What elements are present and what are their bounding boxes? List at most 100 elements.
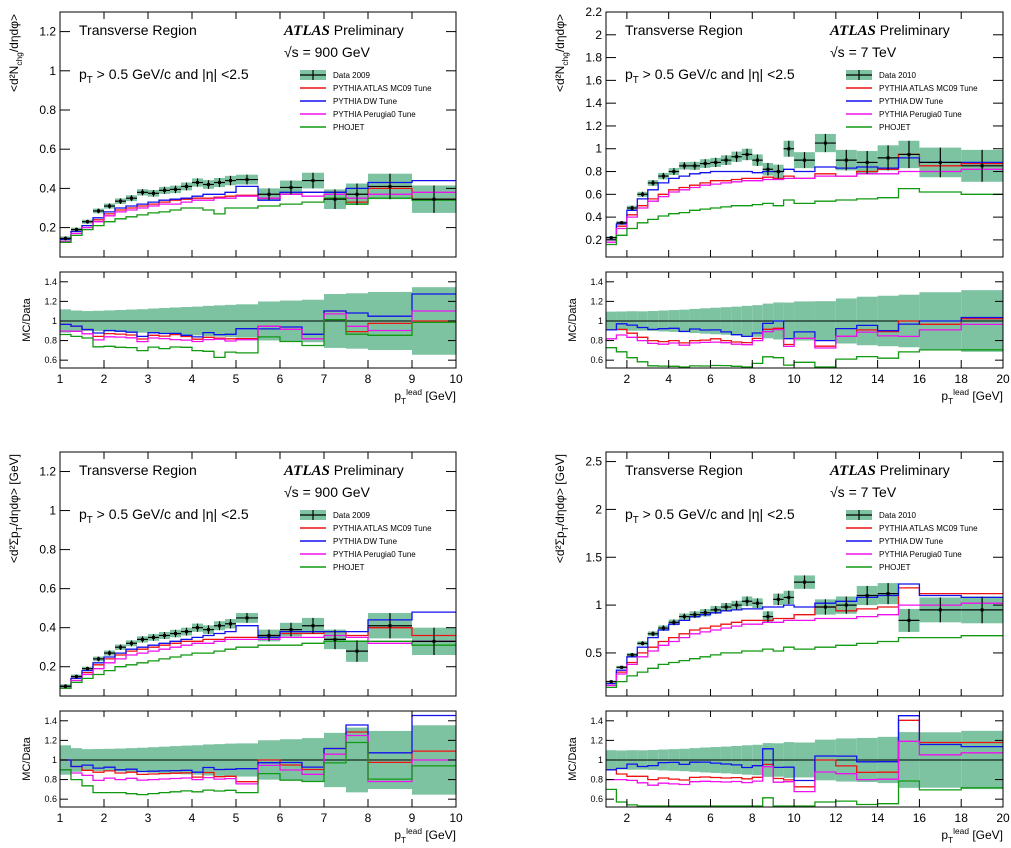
data-point [71,227,82,232]
x-tick-label: 2 [624,811,631,825]
data-point-marker [682,615,686,619]
data-point-marker [661,626,665,630]
data-point [710,157,721,167]
data-point [170,629,181,638]
y-axis-label: <d²Nchg/dηdφ> [7,14,24,92]
data-point-marker [355,649,359,653]
y-tick-label: 1 [49,64,56,78]
data-points [60,172,456,241]
x-tick-label: 10 [787,372,801,386]
data-point-marker [980,608,984,612]
y-tick-label: 1.4 [585,96,602,110]
mc-series-line-4 [606,187,1003,246]
data-point-marker [333,197,337,201]
data-uncertainty-band [606,133,1003,239]
ratio-series-line-2 [606,316,1003,342]
x-tick-label: 2 [101,811,108,825]
data-point-marker [267,633,271,637]
x-tick-label: 1 [57,811,64,825]
main-plot-frame [59,451,457,697]
data-point [126,640,137,647]
data-point-marker [174,187,177,191]
region-label: Transverse Region [79,22,197,38]
data-point [710,606,721,614]
data-point-marker [97,209,100,213]
data-point [159,186,170,194]
ratio-y-tick-label: 1.2 [590,296,603,306]
data-point-marker [672,170,676,174]
data-point-marker [185,184,188,188]
ratio-plot-frame [59,271,457,369]
region-label: Transverse Region [625,462,743,478]
legend-label: PYTHIA Perugia0 Tune [333,110,416,119]
data-point [835,596,857,614]
legend-item-3: PYTHIA DW Tune [846,537,944,546]
data-point-marker [207,182,210,186]
legend-label: PHOJET [879,563,911,572]
ratio-plot-frame [605,710,1004,808]
data-point-marker [141,637,144,641]
data-point [626,652,638,657]
legend-label: PYTHIA Perugia0 Tune [879,110,962,119]
x-tick-label: 8 [749,811,756,825]
data-point-marker [886,156,890,160]
x-tick-label: 10 [449,811,463,825]
data-point-marker [355,192,359,196]
y-tick-label: 2 [595,502,602,516]
data-point-marker [755,158,759,162]
data-points [606,575,1003,684]
legend-item-4: PYTHIA Perugia0 Tune [846,550,962,559]
ratio-y-tick-label: 0.6 [590,794,603,804]
data-point [280,622,302,637]
mc-series-line-3 [60,191,456,242]
data-point [616,665,627,669]
data-point [752,598,763,608]
y-tick-label: 1 [49,504,56,518]
x-tick-label: 16 [913,372,927,386]
data-point [148,634,159,641]
data-point [626,205,638,211]
x-tick-label: 6 [707,372,714,386]
data-point [637,191,648,197]
legend: Data 2010 PYTHIA ATLAS MC09 Tune PYTHIA DW… [846,510,978,572]
data-point-marker [311,624,315,628]
data-point [783,590,795,605]
y-tick-label: 0.5 [585,646,602,660]
data-points [60,613,456,689]
data-point [324,629,346,650]
data-point [192,623,203,632]
data-point [412,627,456,656]
ratio-y-tick-label: 1.4 [590,277,603,287]
data-point-marker [196,626,199,630]
ratio-y-tick-label: 0.8 [590,336,603,346]
mc-series-line-2 [606,157,1003,241]
mc-series-line-4 [606,635,1003,689]
legend-item-1: Data 2010 [846,510,916,520]
data-point-marker [651,632,655,636]
data-point [60,684,71,689]
x-axis-label: pTlead [GeV] [941,387,1003,406]
data-point-marker [776,597,780,601]
x-tick-label: 14 [871,811,885,825]
data-point [647,180,659,186]
y-tick-label: 2.5 [585,455,602,469]
x-tick-label: 18 [955,811,969,825]
data-point-marker [776,170,780,174]
data-point [93,208,104,214]
data-point [346,183,368,206]
ratio-y-tick-label: 1 [52,755,57,765]
data-point-marker [119,645,122,649]
legend-item-1: Data 2009 [300,510,370,520]
data-point-marker [693,164,697,168]
ratio-y-tick-label: 1 [52,316,57,326]
mc-series-line-2 [60,611,456,687]
data-point-marker [75,228,78,232]
data-point-marker [745,599,749,603]
y-axis-label: <d²ΣpT/dηdφ> [GeV] [7,454,24,563]
y-tick-label: 0.8 [39,103,56,117]
data-point [93,656,104,662]
cut-label: pT > 0.5 GeV/c and |η| <2.5 [79,506,249,526]
data-point-marker [163,633,166,637]
data-point [700,609,711,617]
